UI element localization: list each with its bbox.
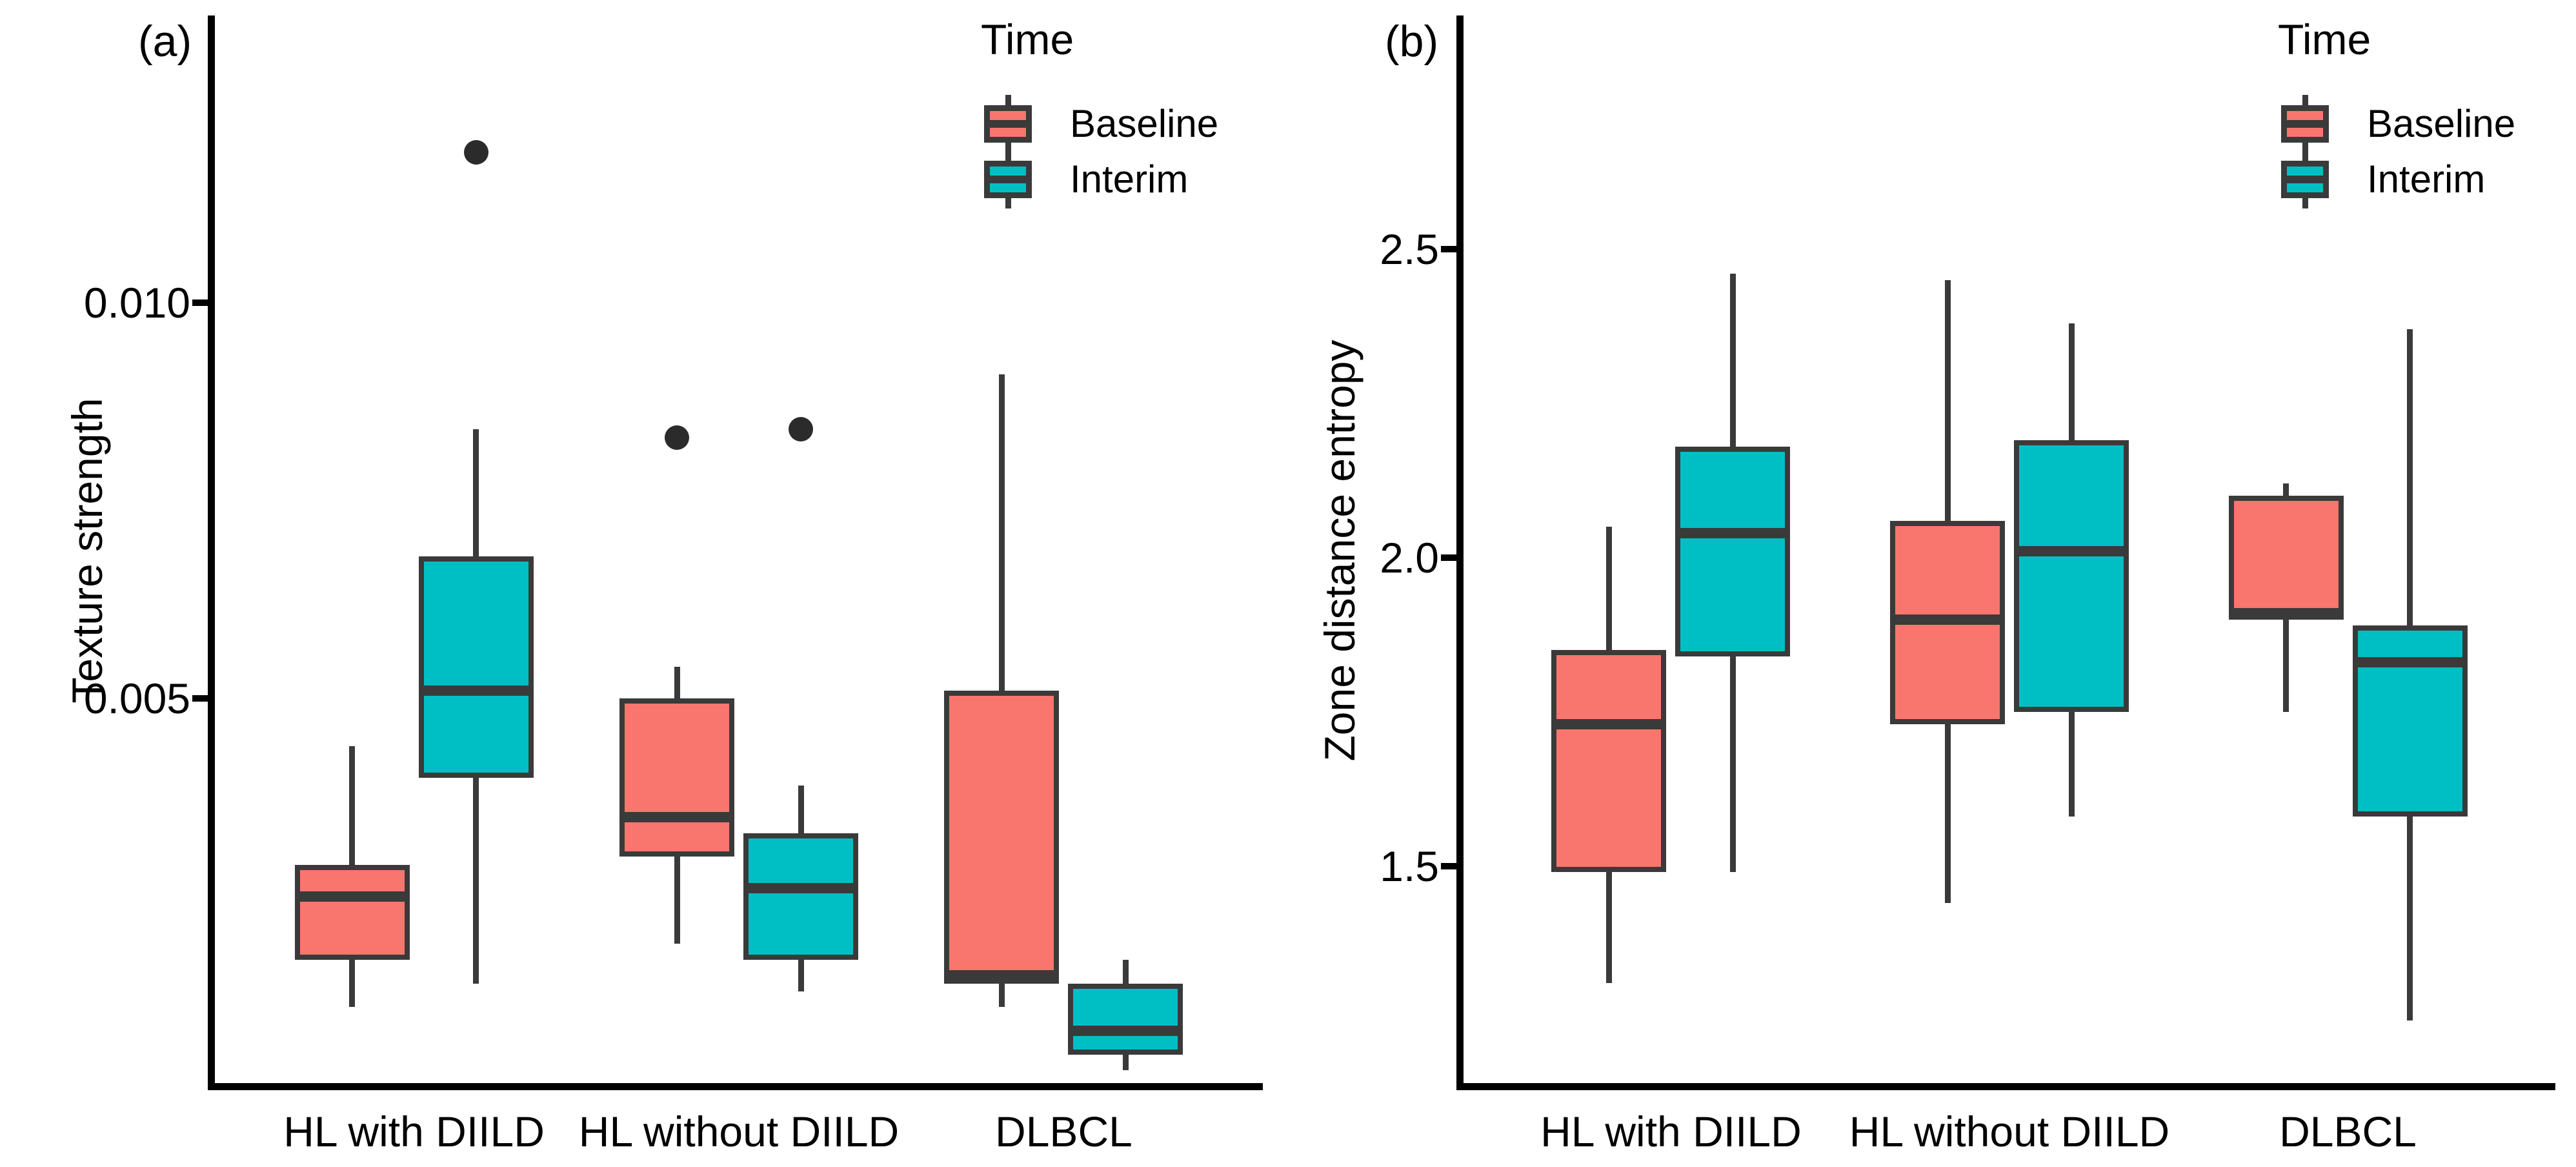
panel-b-y-tick-2-5 — [1441, 246, 1456, 253]
panel-a-legend-title: Time — [981, 15, 1074, 63]
whisker-upper-panel-a-baseline-hl-with-diild — [349, 746, 356, 865]
panel-b-y-axis-line — [1456, 15, 1464, 1090]
whisker-upper-panel-a-baseline-hl-without-diild — [674, 667, 680, 699]
median-panel-b-baseline-hl-without-diild — [1890, 614, 2005, 625]
panel-b-label: (b) — [1385, 17, 1439, 66]
panel-b-y-tick-2-0 — [1441, 554, 1456, 561]
panel-a-y-tick-label-0-010: 0.010 — [83, 279, 190, 327]
panel-a-legend-interim-label: Interim — [1070, 157, 1189, 201]
panel-b-y-tick-label-2-0: 2.0 — [1380, 533, 1439, 582]
whisker-upper-panel-b-baseline-hl-without-diild — [1944, 280, 1951, 521]
panel-b-x-category-label-hl-without-diild: HL without DIILD — [1849, 1108, 2170, 1155]
panel-a-label: (a) — [138, 17, 192, 66]
panel-a-legend-baseline-label: Baseline — [1070, 102, 1219, 145]
box-panel-b-interim-hl-without-diild — [2014, 440, 2129, 712]
panel-b-x-axis-line — [1456, 1083, 2555, 1090]
whisker-lower-panel-b-interim-hl-without-diild — [2068, 711, 2075, 817]
median-panel-a-baseline-dlbcl — [944, 970, 1060, 981]
median-panel-b-interim-hl-with-diild — [1675, 527, 1791, 538]
whisker-upper-panel-a-interim-hl-without-diild — [798, 786, 804, 833]
whisker-lower-panel-b-interim-hl-with-diild — [1729, 656, 1736, 873]
whisker-upper-panel-b-interim-hl-with-diild — [1729, 274, 1736, 447]
median-panel-a-interim-dlbcl — [1068, 1026, 1183, 1037]
panel-b-x-category-label-dlbcl: DLBCL — [2279, 1108, 2417, 1155]
box-panel-b-baseline-hl-with-diild — [1551, 650, 1667, 873]
panel-b-y-tick-label-1-5: 1.5 — [1380, 842, 1439, 890]
whisker-lower-panel-b-baseline-dlbcl — [2283, 619, 2289, 712]
panel-b-y-tick-1-5 — [1441, 862, 1456, 869]
panel-a-legend-interim-key-median-icon — [990, 176, 1026, 183]
median-panel-b-interim-dlbcl — [2352, 657, 2468, 668]
box-panel-b-interim-hl-with-diild — [1675, 447, 1791, 656]
whisker-lower-panel-a-baseline-dlbcl — [998, 983, 1005, 1008]
panel-a-legend-baseline-key-median-icon — [990, 120, 1026, 128]
whisker-lower-panel-a-baseline-hl-with-diild — [349, 959, 356, 1008]
outlier-point-panel-a-interim-hl-without-diild-0 — [789, 417, 813, 442]
median-panel-a-interim-hl-with-diild — [418, 685, 534, 696]
whisker-upper-panel-b-baseline-dlbcl — [2283, 483, 2289, 496]
panel-b-legend-title: Time — [2278, 15, 2371, 63]
whisker-upper-panel-a-interim-hl-with-diild — [473, 429, 479, 556]
panel-a-x-category-label-dlbcl: DLBCL — [995, 1108, 1132, 1155]
whisker-lower-panel-b-baseline-hl-without-diild — [1944, 724, 1951, 903]
median-panel-a-baseline-hl-without-diild — [619, 812, 734, 823]
panel-a-y-tick-0-005 — [192, 695, 208, 702]
panel-a-x-category-label-hl-with-diild: HL with DIILD — [283, 1108, 545, 1155]
whisker-upper-panel-b-baseline-hl-with-diild — [1605, 527, 1612, 651]
whisker-lower-panel-a-interim-dlbcl — [1122, 1054, 1129, 1071]
outlier-point-panel-a-baseline-hl-without-diild-0 — [665, 425, 689, 450]
outlier-point-panel-a-interim-hl-with-diild-0 — [463, 140, 488, 165]
median-panel-b-baseline-dlbcl — [2228, 607, 2344, 618]
whisker-lower-panel-a-interim-hl-without-diild — [798, 959, 804, 991]
panel-a-y-tick-label-0-005: 0.005 — [83, 675, 190, 723]
panel-a-y-axis-line — [208, 15, 215, 1090]
panel-b-legend-interim-key-median-icon — [2287, 176, 2323, 183]
whisker-upper-panel-b-interim-hl-without-diild — [2068, 323, 2075, 441]
whisker-lower-panel-a-interim-hl-with-diild — [473, 777, 479, 984]
median-panel-a-baseline-hl-with-diild — [294, 891, 410, 902]
panel-a-y-tick-0-010 — [192, 299, 208, 307]
median-panel-b-interim-hl-without-diild — [2014, 546, 2129, 557]
whisker-upper-panel-a-baseline-dlbcl — [998, 374, 1005, 691]
panel-b-y-tick-label-2-5: 2.5 — [1380, 225, 1439, 274]
whisker-upper-panel-b-interim-dlbcl — [2407, 329, 2413, 626]
box-panel-a-interim-hl-with-diild — [418, 556, 534, 778]
whisker-lower-panel-b-interim-dlbcl — [2407, 817, 2413, 1020]
box-panel-a-interim-hl-without-diild — [743, 833, 858, 960]
median-panel-b-baseline-hl-with-diild — [1551, 718, 1667, 729]
box-panel-a-baseline-hl-without-diild — [619, 698, 734, 857]
whisker-lower-panel-a-baseline-hl-without-diild — [674, 857, 680, 944]
box-panel-a-baseline-dlbcl — [944, 690, 1060, 984]
median-panel-a-interim-hl-without-diild — [743, 883, 858, 894]
box-panel-b-baseline-dlbcl — [2228, 496, 2344, 620]
panel-b-x-category-label-hl-with-diild: HL with DIILD — [1540, 1108, 1802, 1155]
panel-b-legend-baseline-label: Baseline — [2367, 102, 2516, 145]
whisker-lower-panel-b-baseline-hl-with-diild — [1605, 872, 1612, 984]
box-panel-b-interim-dlbcl — [2352, 625, 2468, 817]
box-panel-a-baseline-hl-with-diild — [294, 864, 410, 960]
panel-b-legend-baseline-key-median-icon — [2287, 120, 2323, 128]
panel-b-legend-interim-label: Interim — [2367, 157, 2486, 201]
panel-a-y-axis-title: Texture strength — [63, 398, 111, 704]
box-panel-a-interim-dlbcl — [1068, 983, 1183, 1055]
panel-a-x-axis-line — [208, 1083, 1263, 1090]
whisker-upper-panel-a-interim-dlbcl — [1122, 959, 1129, 984]
panel-a-x-category-label-hl-without-diild: HL without DIILD — [578, 1108, 900, 1155]
